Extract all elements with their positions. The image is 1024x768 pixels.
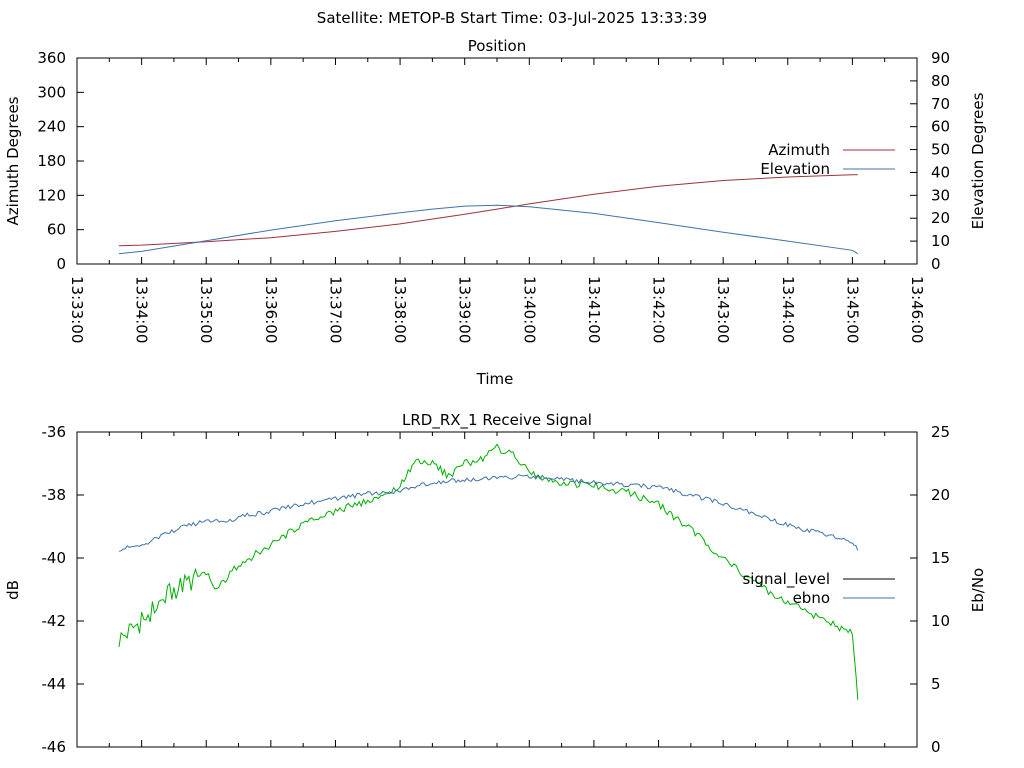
y2-tick-label: 30 [931,186,950,204]
y-tick-label: 360 [37,49,66,67]
y-tick-label: -36 [42,423,67,441]
y2-tick-label: 10 [931,612,950,630]
x-tick-label: 13:39:00 [456,276,474,343]
legend-label: Elevation [760,160,830,178]
x-tick-label: 13:42:00 [650,276,668,343]
signal-chart: LRD_RX_1 Receive Signal -46-44-42-40-38-… [4,411,987,756]
x-tick-label: 13:40:00 [520,276,538,343]
y2-tick-label: 80 [931,72,950,90]
position-axis-ticks: 0 60 120 180 240 300 360 0 10 20 30 40 50 60 70 80 90 13:… [37,49,950,343]
y2-tick-label: 50 [931,141,950,159]
signal-chart-title: LRD_RX_1 Receive Signal [402,411,592,430]
y2-tick-label: 5 [931,675,941,693]
x-tick-label: 13:43:00 [714,276,732,343]
y-tick-label: -44 [42,675,67,693]
x-tick-label: 13:36:00 [262,276,280,343]
x-tick-label: 13:41:00 [585,276,603,343]
y2-tick-label: 40 [931,163,950,181]
azimuth-axis-label: Azimuth Degrees [4,96,22,225]
y2-tick-label: 15 [931,549,950,567]
y2-tick-label: 10 [931,232,950,250]
legend-label: ebno [793,589,830,607]
y2-tick-label: 20 [931,486,950,504]
time-axis-label: Time [476,370,514,388]
y2-tick-label: 25 [931,423,950,441]
y-tick-label: 0 [56,255,66,273]
elevation-axis-label: Elevation Degrees [969,92,987,229]
y2-tick-label: 0 [931,738,941,756]
y-tick-label: 180 [37,152,66,170]
y-tick-label: -40 [42,549,67,567]
signal-series [118,443,859,700]
y-tick-label: 240 [37,118,66,136]
position-chart-title: Position [468,37,526,55]
signal-plot-frame [76,431,918,748]
y-tick-label: -38 [42,486,67,504]
y2-tick-label: 20 [931,209,950,227]
legend-label: Azimuth [768,141,830,159]
y-tick-label: 120 [37,186,66,204]
x-tick-label: 13:35:00 [197,276,215,343]
y-tick-label: 300 [37,83,66,101]
position-series [118,174,859,255]
y-tick-label: 60 [47,221,66,239]
x-tick-label: 13:46:00 [908,276,926,343]
x-tick-label: 13:45:00 [843,276,861,343]
signal-axis-ticks: -46 -44 -42 -40 -38 -36 0 5 10 15 20 25 [42,423,951,756]
x-tick-label: 13:44:00 [779,276,797,343]
x-tick-label: 13:37:00 [326,276,344,343]
ebno-axis-label: Eb/No [969,568,987,612]
position-chart: Position 0 60 120 180 240 300 360 0 10 20 30 40 50 60… [4,37,987,388]
y2-tick-label: 70 [931,95,950,113]
x-tick-label: 13:34:00 [133,276,151,343]
series-line-Elevation [118,204,859,255]
y2-tick-label: 0 [931,255,941,273]
y2-tick-label: 60 [931,118,950,136]
series-line-Azimuth [118,174,858,247]
y2-tick-label: 90 [931,49,950,67]
x-tick-label: 13:38:00 [391,276,409,343]
header-title: Satellite: METOP-B Start Time: 03-Jul-20… [317,9,707,27]
legend-label: signal_level [742,570,830,589]
x-tick-label: 13:33:00 [68,276,86,343]
series-line-signal-level [118,443,859,700]
y-tick-label: -46 [42,738,67,756]
y-tick-label: -42 [42,612,67,630]
db-axis-label: dB [4,580,22,600]
series-line-ebno [118,474,859,552]
